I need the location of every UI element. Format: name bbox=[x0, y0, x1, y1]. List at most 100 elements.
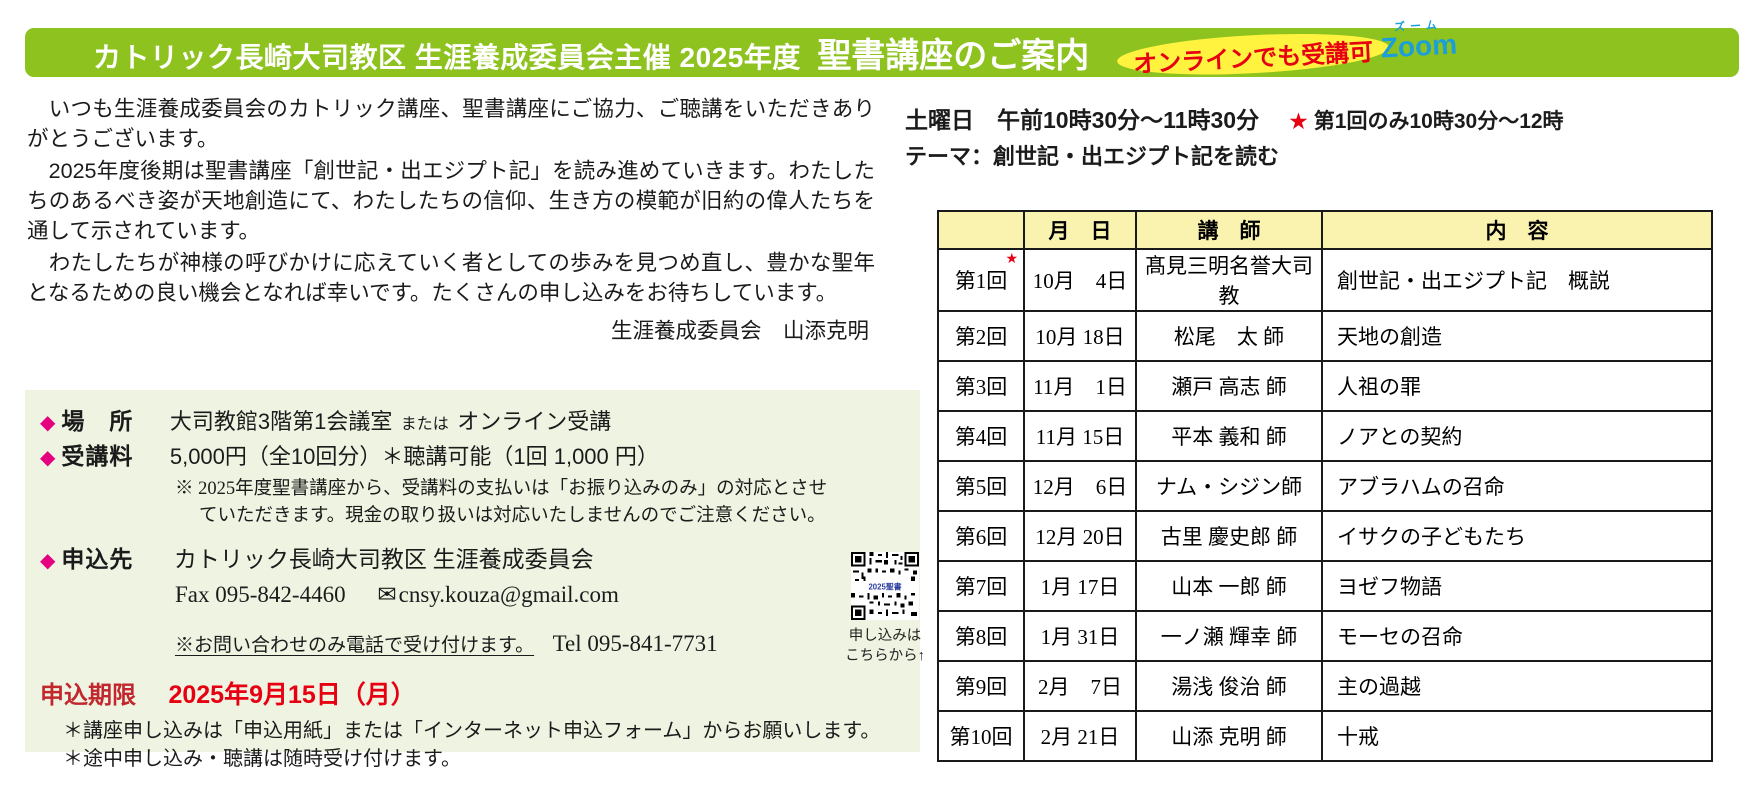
apply-note-1: ＊講座申し込みは「申込用紙」または「インターネット申込フォーム」からお願いします… bbox=[63, 720, 881, 742]
qr-block: 2025聖書 申し込みは こちらから↑ bbox=[825, 552, 945, 666]
session-content: アブラハムの召命 bbox=[1321, 460, 1713, 512]
session-content: モーセの召命 bbox=[1321, 610, 1713, 662]
fax-email-row: Fax 095-842-4460 ✉cnsy.kouza@gmail.com bbox=[175, 582, 619, 608]
place-or: または bbox=[400, 416, 449, 433]
diamond-icon: ◆ bbox=[40, 550, 56, 572]
session-content: イサクの子どもたち bbox=[1321, 510, 1713, 562]
page-title-organizer: カトリック長崎大司教区 生涯養成委員会主催 2025年度 bbox=[93, 42, 801, 73]
deadline-label: 申込期限 bbox=[40, 682, 136, 709]
deadline-value: 2025年9月15日（月） bbox=[168, 681, 416, 709]
session-content: 十戒 bbox=[1321, 710, 1713, 762]
table-row: 第5回 12月 6日 ナム・シジン師 アブラハムの召命 bbox=[937, 460, 1713, 512]
fax-number: Fax 095-842-4460 bbox=[175, 582, 346, 607]
intro-paragraph-2: 2025年度後期は聖書講座「創世記・出エジプト記」を読み進めていきます。わたした… bbox=[27, 159, 875, 243]
page-title: カトリック長崎大司教区 生涯養成委員会主催 2025年度 聖書講座のご案内 bbox=[93, 28, 1089, 77]
session-date: 1月 17日 bbox=[1023, 560, 1137, 612]
session-lecturer: 一ノ瀬 輝幸 師 bbox=[1135, 610, 1323, 662]
apply-value: カトリック長崎大司教区 生涯養成委員会 bbox=[173, 547, 594, 572]
session-lecturer: 山添 克明 師 bbox=[1135, 710, 1323, 762]
deadline-row: 申込期限 2025年9月15日（月） bbox=[40, 675, 416, 711]
place-online: オンライン受講 bbox=[457, 409, 612, 434]
fee-row: ◆ 受講料 5,000円（全10回分）＊聴講可能（1回 1,000 円） bbox=[40, 437, 659, 471]
table-row: 第6回 12月 20日 古里 慶史郎 師 イサクの子どもたち bbox=[937, 510, 1713, 562]
fee-label: 受講料 bbox=[61, 443, 134, 469]
star-icon: ★ bbox=[1005, 252, 1018, 267]
fee-value: 5,000円（全10回分）＊聴講可能（1回 1,000 円） bbox=[169, 444, 659, 469]
session-no: 第8回 bbox=[937, 610, 1025, 662]
session-no: 第2回 bbox=[937, 310, 1025, 362]
qr-caption: 申し込みは こちらから↑ bbox=[825, 626, 945, 666]
session-no: 第5回 bbox=[937, 460, 1025, 512]
session-lecturer: 瀬戸 高志 師 bbox=[1135, 360, 1323, 412]
table-row: 第8回 1月 31日 一ノ瀬 輝幸 師 モーセの召命 bbox=[937, 610, 1713, 662]
table-header-row: 月 日 講 師 内 容 bbox=[937, 210, 1713, 250]
table-row: 第10回 2月 21日 山添 克明 師 十戒 bbox=[937, 710, 1713, 762]
online-note-text: オンラインでも受講可 bbox=[1132, 37, 1375, 78]
fee-note-line2: ていただきます。現金の取り扱いは対応いたしませんのでご注意ください。 bbox=[199, 506, 826, 526]
header-content: 内 容 bbox=[1321, 210, 1713, 250]
place-label: 場 所 bbox=[61, 408, 134, 434]
qr-caption-line2: こちらから↑ bbox=[845, 648, 925, 664]
phone-note: ※お問い合わせのみ電話で受け付けます。 bbox=[175, 635, 535, 656]
session-date: 12月 20日 bbox=[1023, 510, 1137, 562]
session-lecturer: 髙見三明名誉大司教 bbox=[1135, 248, 1323, 312]
application-info-box: ◆ 場 所 大司教館3階第1会議室 または オンライン受講 ◆ 受講料 5,000円… bbox=[25, 390, 925, 770]
header-date: 月 日 bbox=[1023, 210, 1137, 250]
session-date: 12月 6日 bbox=[1023, 460, 1137, 512]
intro-paragraph-3: わたしたちが神様の呼びかけに応えていく者としての歩みを見つめ直し、豊かな聖年とな… bbox=[27, 251, 875, 305]
email-address[interactable]: cnsy.kouza@gmail.com bbox=[398, 582, 619, 607]
session-date: 1月 31日 bbox=[1023, 610, 1137, 662]
table-row: 第7回 1月 17日 山本 一郎 師 ヨゼフ物語 bbox=[937, 560, 1713, 612]
table-row: 第2回 10月 18日 松尾 太 師 天地の創造 bbox=[937, 310, 1713, 362]
session-content: 主の過越 bbox=[1321, 660, 1713, 712]
session-content: 天地の創造 bbox=[1321, 310, 1713, 362]
saturday-time: 土曜日 午前10時30分～11時30分 bbox=[905, 107, 1260, 133]
session-no: 第3回 bbox=[937, 360, 1025, 412]
online-available-badge: オンラインでも受講可 ズーム Zoom bbox=[1116, 18, 1459, 81]
page-title-main: 聖書講座のご案内 bbox=[817, 37, 1090, 75]
schedule-time-line: 土曜日 午前10時30分～11時30分 ★ 第1回のみ10時30分～12時 bbox=[905, 101, 1564, 135]
session-date: 10月 4日 bbox=[1023, 248, 1137, 312]
star-icon: ★ bbox=[1289, 111, 1308, 133]
header-blank bbox=[937, 210, 1025, 250]
session-lecturer: 湯浅 俊治 師 bbox=[1135, 660, 1323, 712]
phone-note-row: ※お問い合わせのみ電話で受け付けます。 Tel 095-841-7731 bbox=[175, 630, 718, 657]
session-content: ノアとの契約 bbox=[1321, 410, 1713, 462]
table-row: 第3回 11月 1日 瀬戸 高志 師 人祖の罪 bbox=[937, 360, 1713, 412]
session-date: 11月 15日 bbox=[1023, 410, 1137, 462]
qr-center-label: 2025聖書 bbox=[868, 582, 901, 592]
session-content: 創世記・出エジプト記 概説 bbox=[1321, 248, 1713, 312]
qr-caption-line1: 申し込みは bbox=[848, 628, 922, 644]
intro-section: いつも生涯養成委員会のカトリック講座、聖書講座にご協力、ご聴講をいただきありがと… bbox=[27, 94, 875, 346]
session-no: 第9回 bbox=[937, 660, 1025, 712]
session-date: 11月 1日 bbox=[1023, 360, 1137, 412]
table-row: 第1回 ★ 10月 4日 髙見三明名誉大司教 創世記・出エジプト記 概説 bbox=[937, 248, 1713, 312]
session-no: 第6回 bbox=[937, 510, 1025, 562]
table-row: 第4回 11月 15日 平本 義和 師 ノアとの契約 bbox=[937, 410, 1713, 462]
zoom-wordmark: Zoom bbox=[1380, 27, 1459, 63]
apply-note-2: ＊途中申し込み・聴講は随時受け付けます。 bbox=[63, 748, 461, 770]
header-lecturer: 講 師 bbox=[1135, 210, 1323, 250]
qr-code[interactable]: 2025聖書 bbox=[851, 552, 919, 620]
intro-paragraph-1: いつも生涯養成委員会のカトリック講座、聖書講座にご協力、ご聴講をいただきありがと… bbox=[27, 97, 875, 151]
diamond-icon: ◆ bbox=[40, 447, 56, 469]
apply-label: 申込先 bbox=[61, 546, 134, 572]
session-no: 第10回 bbox=[937, 710, 1025, 762]
diamond-icon: ◆ bbox=[40, 412, 56, 434]
session-date: 2月 21日 bbox=[1023, 710, 1137, 762]
session-lecturer: 松尾 太 師 bbox=[1135, 310, 1323, 362]
session-content: 人祖の罪 bbox=[1321, 360, 1713, 412]
signature-line: 生涯養成委員会 山添克明 bbox=[610, 319, 869, 343]
session-no: 第7回 bbox=[937, 560, 1025, 612]
tel-number: Tel 095-841-7731 bbox=[552, 631, 718, 656]
session-date: 2月 7日 bbox=[1023, 660, 1137, 712]
session-lecturer: 平本 義和 師 bbox=[1135, 410, 1323, 462]
session-no: 第4回 bbox=[937, 410, 1025, 462]
fee-note-line1: ※ 2025年度聖書講座から、受講料の支払いは「お振り込みのみ」の対応とさせ bbox=[175, 479, 828, 499]
session-lecturer: ナム・シジン師 bbox=[1135, 460, 1323, 512]
session-lecturer: 古里 慶史郎 師 bbox=[1135, 510, 1323, 562]
first-session-note: 第1回のみ10時30分～12時 bbox=[1313, 110, 1564, 133]
envelope-icon: ✉ bbox=[377, 582, 397, 607]
place-value: 大司教館3階第1会議室 bbox=[169, 409, 393, 434]
